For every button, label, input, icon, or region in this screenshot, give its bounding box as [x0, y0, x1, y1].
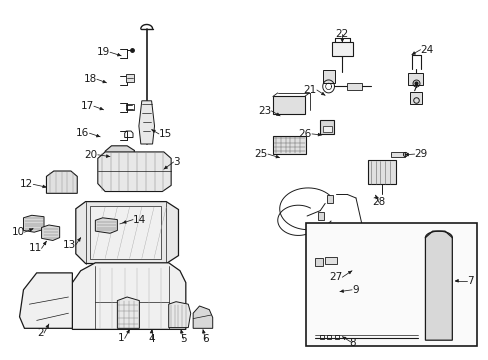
Bar: [315, 258, 322, 266]
Text: 6: 6: [202, 334, 208, 344]
Bar: [126, 74, 134, 82]
Bar: [317, 212, 323, 220]
Polygon shape: [76, 202, 178, 264]
Text: 18: 18: [83, 74, 97, 84]
Bar: [407, 73, 422, 85]
Polygon shape: [23, 215, 44, 232]
Bar: [305, 223, 476, 346]
Polygon shape: [98, 152, 171, 192]
Polygon shape: [105, 146, 134, 162]
Text: 21: 21: [303, 85, 316, 95]
Polygon shape: [425, 231, 451, 340]
Bar: [346, 83, 361, 90]
Polygon shape: [20, 273, 72, 328]
Bar: [125, 104, 134, 110]
Polygon shape: [95, 218, 117, 233]
Text: 15: 15: [159, 129, 172, 139]
Text: 14: 14: [133, 215, 146, 225]
Bar: [331, 42, 352, 56]
Text: 3: 3: [173, 157, 180, 167]
Polygon shape: [318, 276, 328, 282]
Bar: [319, 120, 334, 134]
Text: 5: 5: [180, 334, 186, 344]
Text: 2: 2: [37, 328, 44, 338]
Text: 19: 19: [97, 47, 110, 57]
Text: 9: 9: [351, 285, 358, 295]
Text: 12: 12: [20, 179, 33, 189]
Polygon shape: [312, 265, 322, 271]
Text: 10: 10: [11, 227, 24, 237]
Bar: [90, 206, 161, 259]
Text: 23: 23: [258, 106, 271, 116]
Bar: [390, 152, 404, 157]
Bar: [272, 136, 305, 154]
Polygon shape: [139, 101, 154, 144]
Bar: [367, 160, 395, 184]
Bar: [409, 92, 421, 104]
Text: 20: 20: [84, 150, 98, 160]
Text: 7: 7: [466, 276, 473, 286]
Text: 16: 16: [76, 128, 89, 138]
Bar: [326, 224, 389, 271]
Bar: [322, 126, 331, 132]
Polygon shape: [315, 271, 325, 276]
Polygon shape: [117, 297, 139, 328]
Polygon shape: [72, 263, 185, 329]
Text: 17: 17: [81, 101, 94, 111]
Polygon shape: [168, 302, 190, 328]
Text: 8: 8: [348, 338, 355, 348]
Bar: [272, 96, 304, 114]
Text: 27: 27: [328, 272, 342, 282]
Text: 29: 29: [414, 149, 427, 159]
Text: 28: 28: [371, 197, 385, 207]
Text: 11: 11: [28, 243, 41, 253]
Bar: [325, 257, 337, 264]
Text: 4: 4: [148, 334, 155, 344]
Polygon shape: [193, 306, 212, 328]
Bar: [322, 70, 334, 83]
Text: 13: 13: [62, 240, 76, 250]
Text: 24: 24: [420, 45, 433, 55]
Text: 1: 1: [118, 333, 124, 343]
Bar: [326, 195, 332, 203]
Polygon shape: [46, 171, 77, 193]
Text: 22: 22: [335, 29, 348, 39]
Text: 26: 26: [298, 129, 311, 139]
Text: 25: 25: [254, 149, 267, 159]
Polygon shape: [41, 225, 60, 240]
